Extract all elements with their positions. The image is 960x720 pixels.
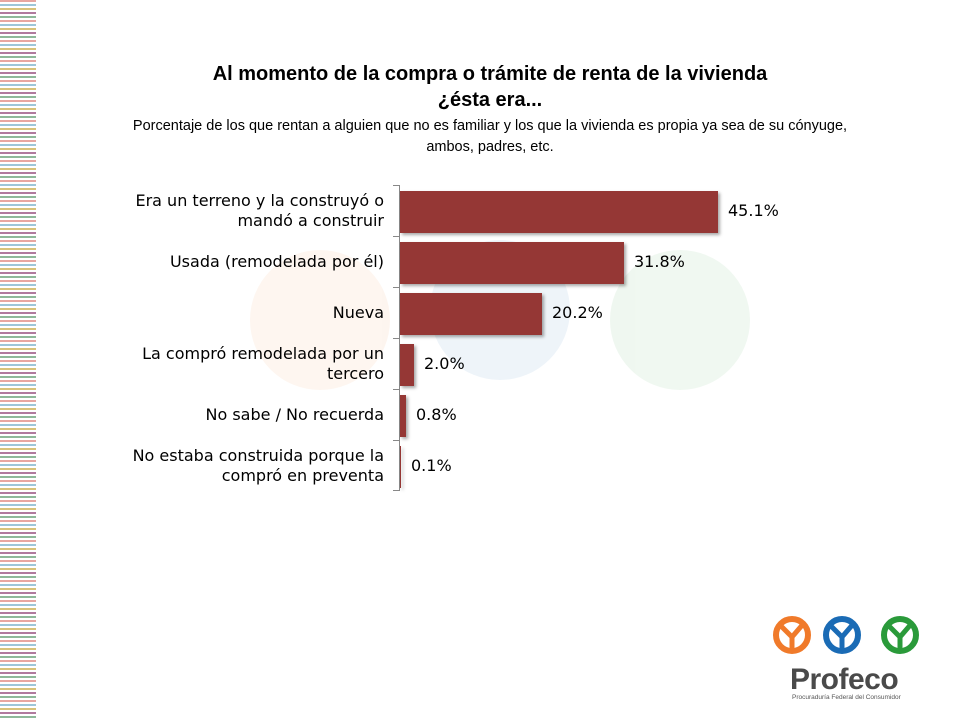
category-label-5: No sabe / No recuerda: [205, 405, 385, 424]
value-label-3: 20.2%: [552, 303, 603, 322]
category-axis: [399, 185, 400, 491]
value-label-4: 2.0%: [424, 354, 465, 373]
axis-tick-5: [393, 389, 399, 390]
axis-tick-6: [393, 440, 399, 441]
value-label-1: 45.1%: [728, 201, 779, 220]
axis-tick-end: [393, 490, 399, 491]
bar-6: [400, 446, 401, 488]
category-label-3: Nueva: [332, 303, 384, 322]
bar-4: [400, 344, 414, 386]
axis-tick-2: [393, 236, 399, 237]
category-label-4: La compró remodelada por un tercero: [142, 344, 384, 383]
axis-tick-1: [393, 185, 399, 186]
bar-5: [400, 395, 406, 437]
profeco-logo: [773, 616, 919, 654]
chart-subtitle: Porcentaje de los que rentan a alguien q…: [132, 118, 848, 155]
category-label-1: Era un terreno y la construyó o mandó a …: [135, 191, 384, 230]
axis-tick-4: [393, 338, 399, 339]
category-label-2: Usada (remodelada por él): [169, 252, 384, 271]
decorative-stripe: [0, 0, 36, 720]
axis-tick-3: [393, 287, 399, 288]
logo-wordmark: Profeco: [790, 663, 899, 696]
category-label-6: No estaba construida porque la compró en…: [132, 446, 384, 485]
chart-title-line2: ¿ésta era...: [437, 89, 543, 111]
value-label-6: 0.1%: [411, 456, 452, 475]
value-label-2: 31.8%: [634, 252, 685, 271]
bar-3: [400, 293, 542, 335]
bar-2: [400, 242, 624, 284]
bar-1: [400, 191, 718, 233]
chart-title: Al momento de la compra o trámite de ren…: [212, 63, 768, 85]
value-label-5: 0.8%: [416, 405, 457, 424]
logo-tagline: Procuraduría Federal del Consumidor: [792, 694, 901, 701]
